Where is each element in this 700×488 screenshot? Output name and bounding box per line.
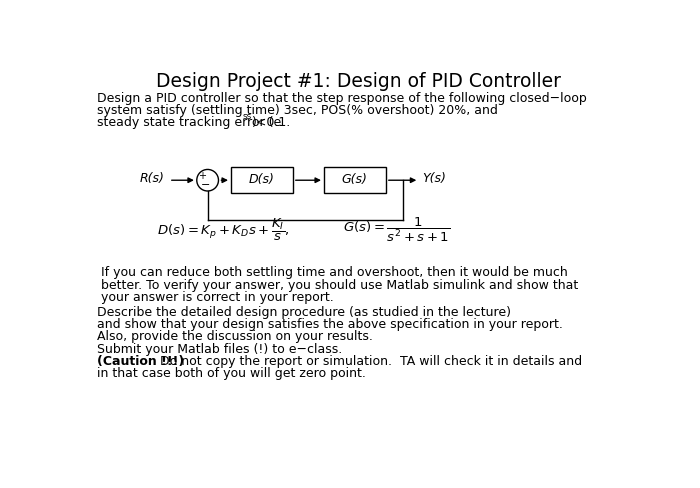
- Text: +: +: [198, 171, 206, 181]
- Text: ss: ss: [242, 112, 252, 122]
- Text: and show that your design satisfies the above specification in your report.: and show that your design satisfies the …: [97, 318, 563, 331]
- Text: better. To verify your answer, you should use Matlab simulink and show that: better. To verify your answer, you shoul…: [97, 279, 578, 292]
- Text: Design a PID controller so that the step response of the following closed−loop: Design a PID controller so that the step…: [97, 92, 587, 104]
- Text: −: −: [201, 180, 210, 190]
- Text: If you can reduce both settling time and overshoot, then it would be much: If you can reduce both settling time and…: [97, 266, 568, 280]
- Text: (Caution !!!): (Caution !!!): [97, 355, 184, 368]
- Text: D(s): D(s): [249, 173, 275, 186]
- Text: Submit your Matlab files (!) to e−class.: Submit your Matlab files (!) to e−class.: [97, 343, 342, 356]
- Text: your answer is correct in your report.: your answer is correct in your report.: [97, 291, 334, 304]
- Text: G(s): G(s): [342, 173, 368, 186]
- FancyBboxPatch shape: [231, 167, 293, 193]
- Text: in that case both of you will get zero point.: in that case both of you will get zero p…: [97, 367, 365, 380]
- Text: $D(s) = K_p + K_D s + \dfrac{K_I}{s},$: $D(s) = K_p + K_D s + \dfrac{K_I}{s},$: [158, 217, 290, 244]
- Text: Describe the detailed design procedure (as studied in the lecture): Describe the detailed design procedure (…: [97, 305, 511, 319]
- Text: system satisfy (settling time) 3sec, POS(% overshoot) 20%, and: system satisfy (settling time) 3sec, POS…: [97, 104, 498, 117]
- Text: Y(s): Y(s): [422, 172, 446, 185]
- FancyBboxPatch shape: [324, 167, 386, 193]
- Text: R(s): R(s): [140, 172, 165, 185]
- Text: steady state tracking error (e: steady state tracking error (e: [97, 116, 281, 129]
- Text: $G(s) = \dfrac{1}{s^2 + s + 1}$: $G(s) = \dfrac{1}{s^2 + s + 1}$: [343, 216, 451, 244]
- Text: Do not copy the report or simulation.  TA will check it in details and: Do not copy the report or simulation. TA…: [155, 355, 582, 368]
- Text: )<0.1.: )<0.1.: [252, 116, 291, 129]
- Text: Design Project #1: Design of PID Controller: Design Project #1: Design of PID Control…: [156, 72, 561, 91]
- Text: Also, provide the discussion on your results.: Also, provide the discussion on your res…: [97, 330, 372, 344]
